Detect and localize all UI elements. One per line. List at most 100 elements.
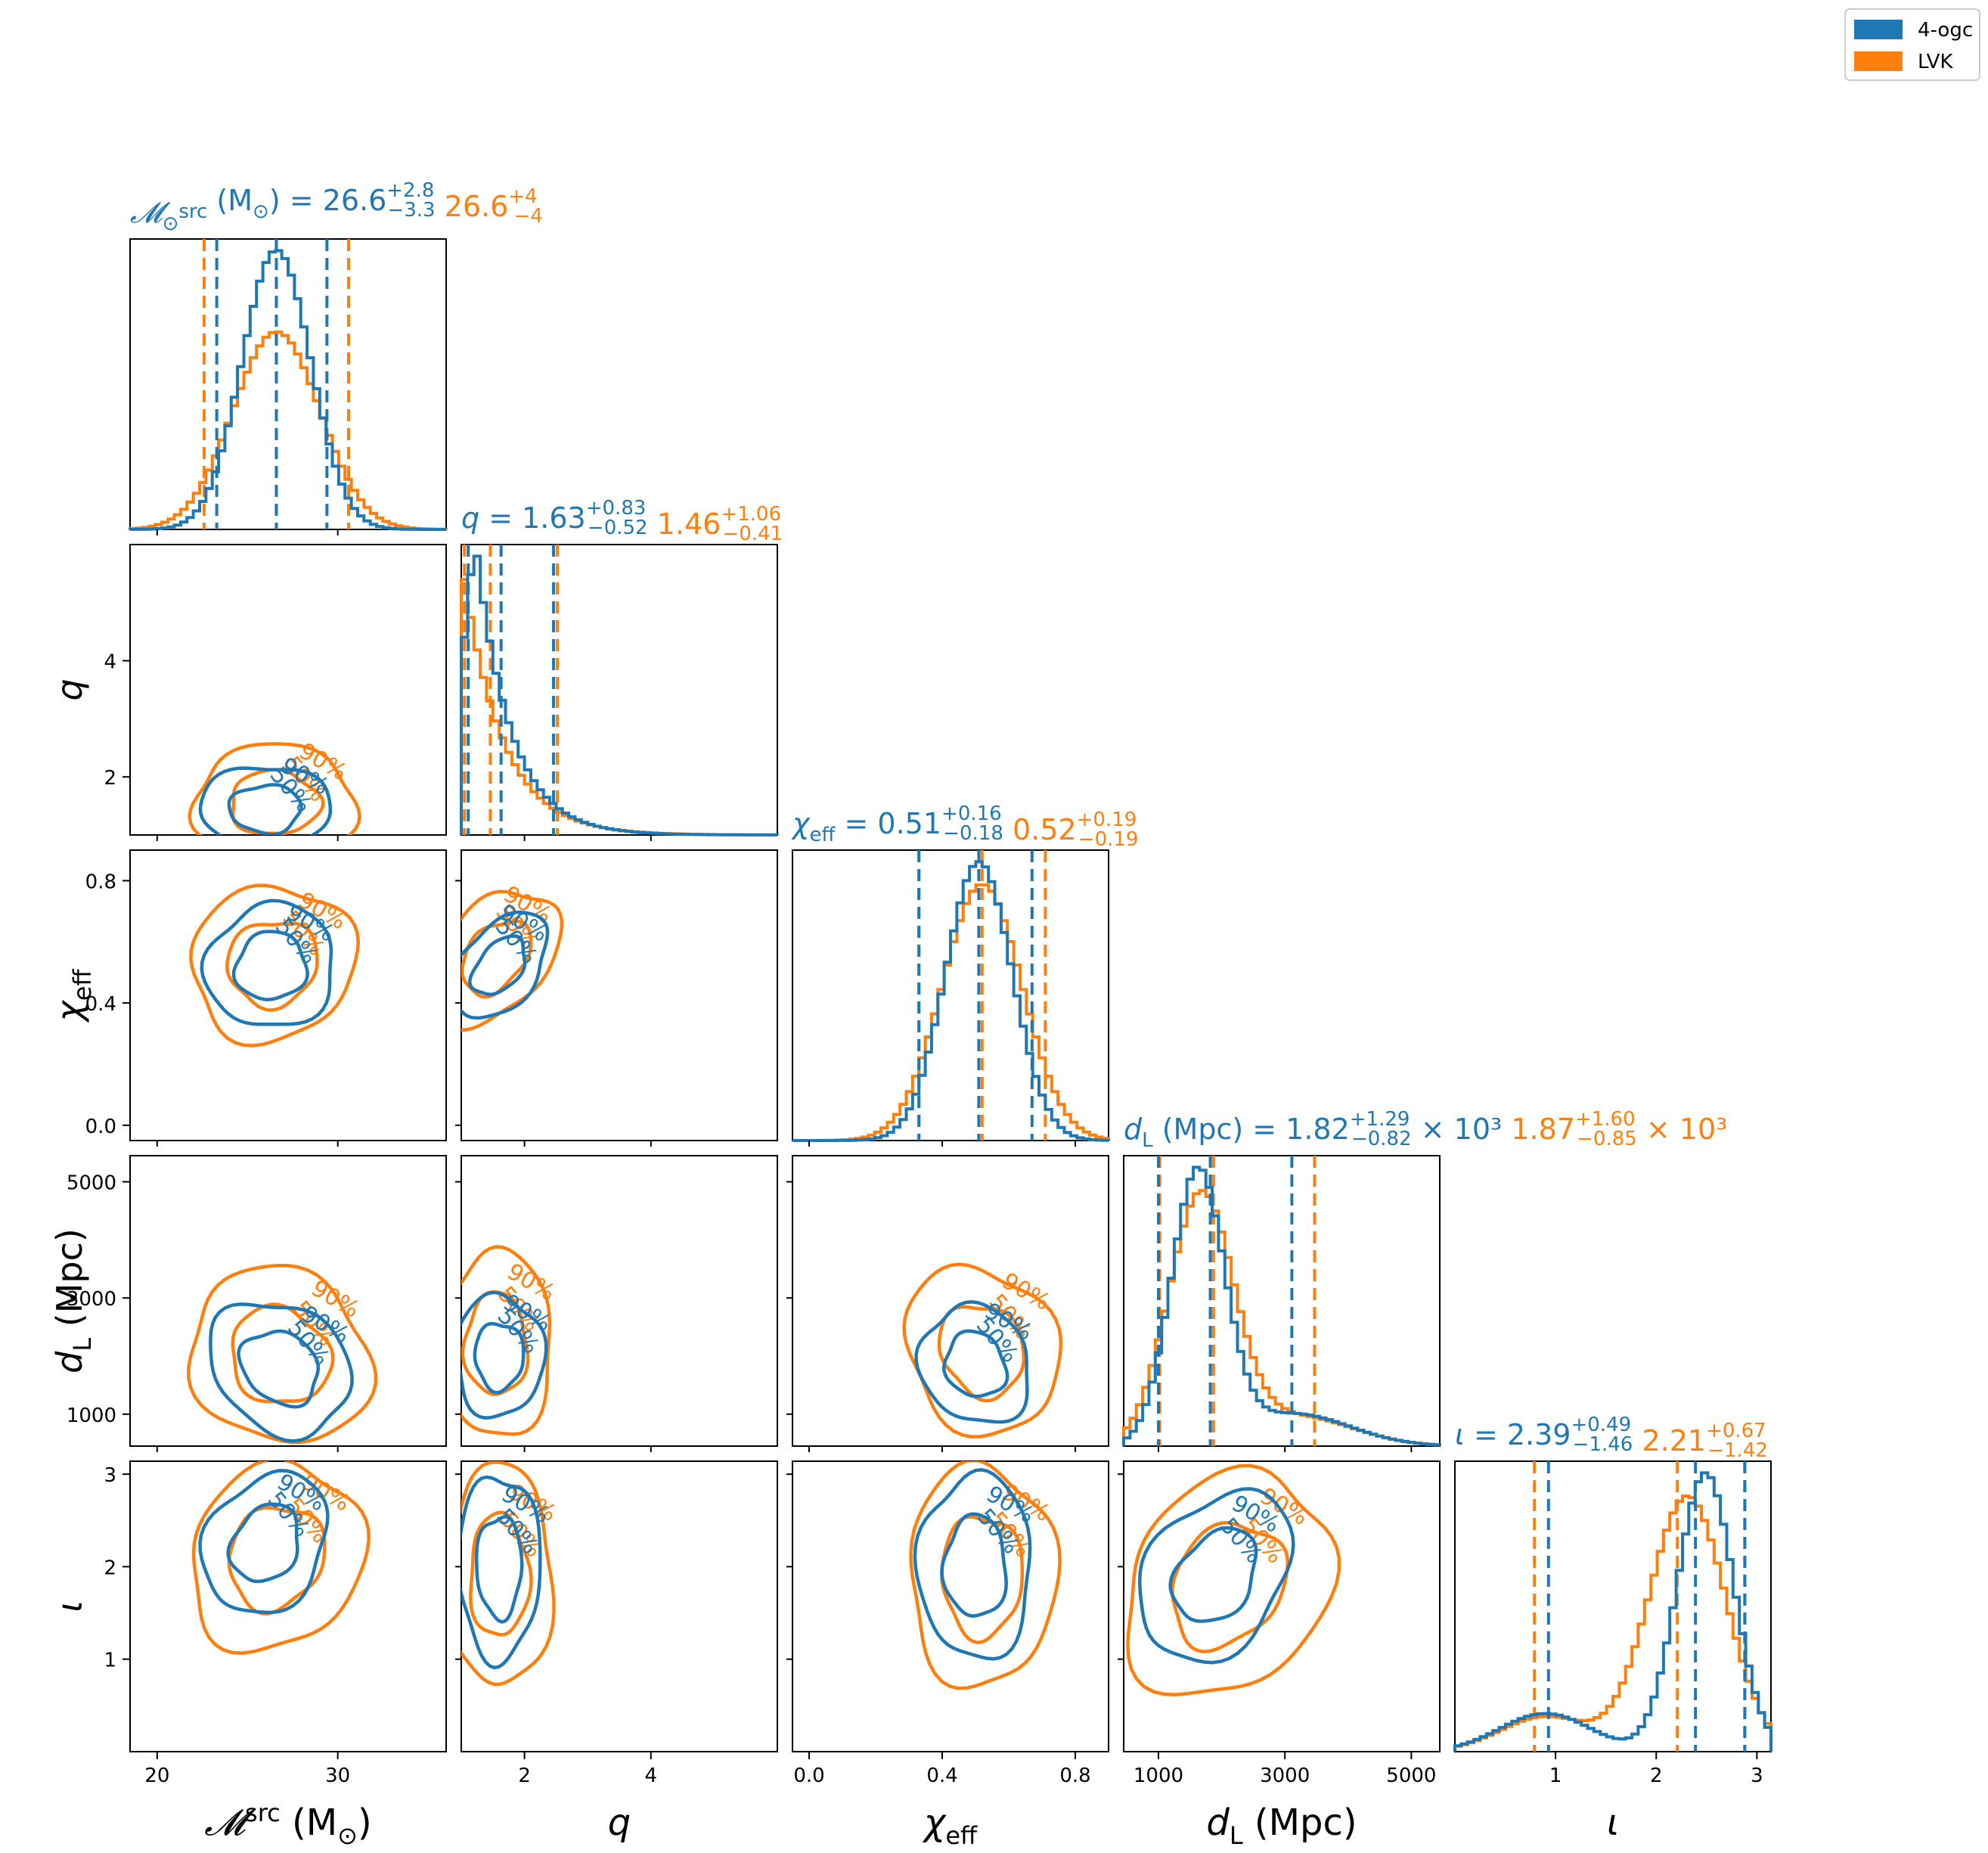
contour-lines: 90%50%90%50% <box>461 1461 561 1687</box>
title-name-tail: (M <box>207 184 253 217</box>
title-gap <box>648 507 657 541</box>
contour-lines: 90%50%90%50% <box>191 1461 371 1655</box>
histogram-a-iota <box>1453 1471 1772 1752</box>
title-plus-a: +2.8 <box>386 179 434 202</box>
y-tick-label-chi: 0.8 <box>85 871 116 893</box>
contour-b-90 <box>188 742 361 835</box>
contour-b-50 <box>231 768 325 835</box>
histogram-panel-dl: dL (Mpc) = 1.82+1.29 −0.82 × 10³ 1.87+1.6… <box>1122 1108 1727 1447</box>
contour-panel-mc-dl: 90%50%90%50% <box>129 1155 447 1447</box>
contour-a-90 <box>461 910 550 1020</box>
x-tick-label-dl: 1000 <box>1134 1765 1183 1787</box>
title-median-b: 2.21 <box>1642 1424 1706 1457</box>
title-name-sup: src <box>178 200 207 223</box>
contour-b-90 <box>187 1263 378 1445</box>
x-tick-label-mc: 20 <box>144 1765 169 1787</box>
histogram-panel-chi: χeff = 0.51+0.16 −0.18 0.52+0.19 −0.19 <box>791 802 1138 1142</box>
x-axis-label-sup: src <box>245 1799 281 1827</box>
contour-lines: 90%50%90%50% <box>187 1263 378 1445</box>
y-axis-label-name: d <box>49 1351 90 1373</box>
contour-a-50 <box>468 934 527 997</box>
histogram-panel-mc: 𝓜⊙src (M⊙) = 26.6+2.8 −3.3 26.6+4 −4 <box>129 179 543 531</box>
title-median-b: 0.52 <box>1013 813 1077 846</box>
histogram-a-mc <box>129 249 446 531</box>
contour-b-90 <box>189 883 360 1048</box>
contour-panel-q-dl: 90%50%90%50% <box>461 1155 778 1447</box>
contour-b-90 <box>1126 1463 1341 1696</box>
y-axis-label-q: q <box>49 678 90 700</box>
x-axis-label-name: d <box>1206 1802 1230 1844</box>
contour-b-90 <box>191 1461 371 1655</box>
title-gap <box>1633 1424 1642 1457</box>
contour-lines: 90%50%90%50% <box>461 881 564 1032</box>
contour-lines: 90%50%90%50% <box>189 883 360 1048</box>
panel-frame <box>129 849 447 1141</box>
panel-frame <box>461 849 778 1141</box>
title-gap <box>1502 1113 1511 1146</box>
contour-a-50 <box>940 1512 1008 1618</box>
contour-a-90 <box>461 1290 548 1420</box>
title-name: χ <box>791 807 811 840</box>
title-median-a: 1.63 <box>522 501 586 535</box>
contour-b-50 <box>461 919 533 999</box>
panels-layer: 𝓜⊙src (M⊙) = 26.6+2.8 −3.3 26.6+4 −4 q = 1.… <box>49 179 1772 1850</box>
contour-lines: 90%50%90%50% <box>1126 1463 1341 1696</box>
panel-frame <box>1123 1155 1441 1447</box>
title-minus-b: −4 <box>514 205 543 228</box>
contour-b-90 <box>461 1245 552 1436</box>
contour-a-50 <box>474 1515 524 1624</box>
x-axis-label-name: ι <box>1607 1802 1619 1844</box>
contour-a-50 <box>226 1502 299 1584</box>
title-gap <box>1003 813 1013 846</box>
histogram-b-chi <box>792 883 1110 1142</box>
title-name-sub: eff <box>810 824 836 846</box>
x-axis-label-name: χ <box>922 1802 947 1844</box>
x-axis-label-tail: (M <box>281 1802 337 1844</box>
contour-lines: 90%50%90%50% <box>909 1461 1062 1690</box>
y-tick-label-chi: 0.0 <box>85 1116 116 1138</box>
title-minus-b: −1.42 <box>1707 1439 1768 1462</box>
histogram-panel-iota: ι = 2.39+0.49 −1.46 2.21+0.67 −1.42 <box>1453 1414 1772 1752</box>
contour-a-50 <box>227 783 303 835</box>
title-name: ι <box>1455 1418 1465 1451</box>
contour-a-50 <box>1168 1526 1258 1623</box>
contour-a-90 <box>198 766 333 835</box>
contour-lines: 90%50%90%50% <box>188 738 361 835</box>
contour-a-90 <box>914 1300 1029 1424</box>
title-chi: χeff = 0.51+0.16 −0.18 0.52+0.19 −0.19 <box>791 802 1138 851</box>
x-tick-label-dl: 5000 <box>1386 1765 1436 1787</box>
x-axis-label-unit-close: ) <box>358 1802 372 1844</box>
x-tick-label-q: 4 <box>645 1765 658 1787</box>
y-tick-label-iota: 3 <box>104 1464 116 1487</box>
contour-lines: 90%50%90%50% <box>902 1262 1063 1439</box>
title-minus-b: −0.85 <box>1577 1128 1637 1150</box>
panel-frame <box>1454 1460 1772 1752</box>
contour-a-90 <box>461 1475 542 1670</box>
y-axis-label-iota: ι <box>49 1600 90 1612</box>
histogram-b-iota <box>1453 1495 1772 1752</box>
title-name-sub: L <box>1142 1129 1153 1152</box>
panel-frame <box>461 1155 778 1447</box>
title-plus-b: +4 <box>508 185 537 208</box>
contour-b-90 <box>461 1461 556 1687</box>
contour-a-90 <box>913 1468 1032 1661</box>
contour-panel-q-iota: 90%50%90%50% <box>461 1460 778 1752</box>
y-tick-label-dl: 1000 <box>67 1404 116 1427</box>
legend: 4-ogc LVK <box>1844 8 1980 81</box>
contour-a-90 <box>1137 1487 1295 1665</box>
contour-panel-mc-chi: 90%50%90%50% <box>129 849 447 1141</box>
y-axis-label-sub: eff <box>68 969 97 1001</box>
contour-b-50 <box>461 1290 530 1396</box>
title-name-tail: = <box>1465 1418 1507 1451</box>
histogram-a-dl <box>1122 1165 1441 1447</box>
contour-a-50 <box>237 1329 321 1409</box>
contour-panel-q-chi: 90%50%90%50% <box>461 849 778 1141</box>
legend-swatch-0 <box>1854 20 1903 39</box>
title-median-a: 1.82 <box>1286 1113 1350 1146</box>
x-tick-label-iota: 3 <box>1751 1765 1763 1787</box>
y-axis-label-chi: χeff <box>49 969 97 1024</box>
histogram-b-dl <box>1122 1189 1441 1447</box>
title-name: d <box>1124 1113 1143 1146</box>
contour-a-50 <box>473 1321 526 1395</box>
title-plus-a: +0.49 <box>1571 1414 1631 1436</box>
